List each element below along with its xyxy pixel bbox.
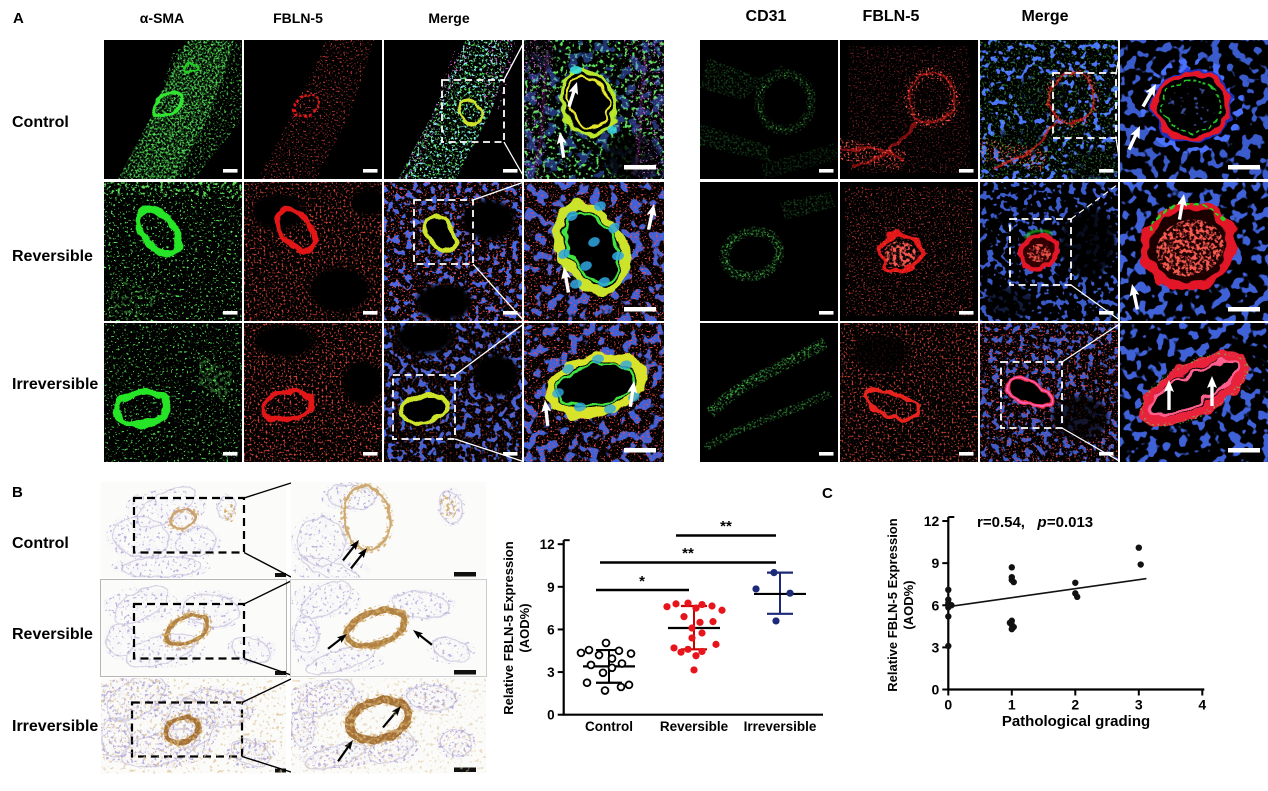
svg-text:p: p — [1036, 514, 1046, 531]
svg-text:6: 6 — [547, 622, 555, 637]
svg-text:Merge: Merge — [1021, 8, 1068, 25]
svg-text:Irreversible: Irreversible — [12, 718, 98, 735]
svg-text:Relative FBLN-5 Expression: Relative FBLN-5 Expression — [885, 518, 900, 691]
svg-text:9: 9 — [932, 555, 940, 571]
svg-text:(AOD%): (AOD%) — [901, 580, 916, 629]
svg-text:r=0.54,: r=0.54, — [977, 514, 1025, 531]
svg-text:3: 3 — [932, 639, 940, 655]
svg-text:0: 0 — [944, 697, 952, 713]
svg-text:Pathological grading: Pathological grading — [1002, 713, 1150, 730]
svg-text:4: 4 — [1198, 697, 1206, 713]
svg-text:*: * — [639, 573, 645, 590]
svg-text:12: 12 — [540, 537, 555, 552]
svg-text:Irreversible: Irreversible — [744, 719, 817, 734]
svg-text:0: 0 — [932, 682, 940, 698]
svg-text:1: 1 — [1008, 697, 1016, 713]
svg-text:**: ** — [720, 518, 732, 535]
svg-text:Irreversible: Irreversible — [12, 376, 98, 393]
svg-text:Reversible: Reversible — [660, 719, 729, 734]
svg-text:C: C — [822, 485, 833, 502]
svg-text:9: 9 — [547, 580, 555, 595]
svg-text:Merge: Merge — [428, 10, 469, 26]
svg-text:3: 3 — [547, 665, 555, 680]
svg-text:6: 6 — [932, 597, 940, 613]
svg-text:Reversible: Reversible — [12, 626, 93, 643]
svg-text:Relative FBLN-5 Expression: Relative FBLN-5 Expression — [501, 541, 516, 714]
svg-text:FBLN-5: FBLN-5 — [863, 8, 920, 25]
svg-text:Control: Control — [585, 719, 633, 734]
svg-text:B: B — [12, 484, 23, 501]
svg-text:0: 0 — [547, 708, 555, 723]
svg-text:Control: Control — [12, 535, 69, 552]
svg-text:3: 3 — [1135, 697, 1143, 713]
svg-text:CD31: CD31 — [746, 8, 787, 25]
svg-text:Reversible: Reversible — [12, 248, 93, 265]
svg-text:12: 12 — [924, 513, 940, 529]
svg-text:A: A — [13, 10, 24, 27]
svg-text:Control: Control — [12, 114, 69, 131]
svg-text:FBLN-5: FBLN-5 — [273, 10, 323, 26]
svg-text:2: 2 — [1071, 697, 1079, 713]
svg-text:=0.013: =0.013 — [1047, 514, 1093, 531]
svg-text:**: ** — [682, 545, 694, 562]
svg-text:(AOD%): (AOD%) — [517, 603, 532, 652]
svg-text:α-SMA: α-SMA — [140, 10, 184, 26]
